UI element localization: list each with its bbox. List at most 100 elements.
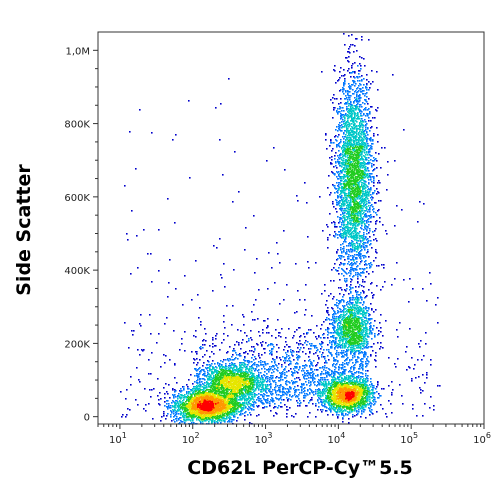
event-dot (237, 369, 239, 371)
event-dot (200, 413, 202, 415)
event-dot (349, 407, 351, 409)
event-dot (352, 329, 354, 331)
event-dot (362, 323, 364, 325)
event-dot (225, 380, 227, 382)
event-dot (204, 400, 206, 402)
event-dot (173, 411, 175, 413)
event-dot (217, 415, 219, 417)
event-dot (339, 158, 341, 160)
event-dot (350, 292, 352, 294)
event-dot (203, 408, 205, 410)
event-dot (244, 372, 246, 374)
event-dot (346, 397, 348, 399)
event-dot (365, 406, 367, 408)
event-dot (207, 408, 209, 410)
event-dot (250, 380, 252, 382)
event-dot (173, 419, 175, 421)
event-dot (369, 162, 371, 164)
event-dot (336, 299, 338, 301)
event-dot (214, 402, 216, 404)
event-dot (220, 416, 222, 418)
event-dot (357, 173, 359, 175)
event-dot (192, 419, 194, 421)
event-dot (351, 139, 353, 141)
event-dot (266, 395, 268, 397)
event-dot (348, 180, 350, 182)
event-dot (217, 397, 219, 399)
event-dot (204, 373, 206, 375)
event-dot (342, 341, 344, 343)
event-dot (236, 367, 238, 369)
event-dot (215, 384, 217, 386)
event-dot (239, 402, 241, 404)
event-dot (347, 393, 349, 395)
event-dot (345, 208, 347, 210)
event-dot (355, 145, 357, 147)
event-dot (363, 339, 365, 341)
event-dot (336, 354, 338, 356)
event-dot (190, 414, 192, 416)
event-dot (350, 326, 352, 328)
event-dot (189, 406, 191, 408)
event-dot (186, 417, 188, 419)
event-dot (217, 416, 219, 418)
event-dot (217, 401, 219, 403)
event-dot (349, 386, 351, 388)
event-dot (204, 414, 206, 416)
event-dot (363, 302, 365, 304)
event-dot (339, 338, 341, 340)
event-dot (359, 236, 361, 238)
event-dot (227, 373, 229, 375)
event-dot (246, 366, 248, 368)
event-dot (338, 346, 340, 348)
event-dot (345, 383, 347, 385)
event-dot (221, 383, 223, 385)
event-dot (340, 154, 342, 156)
event-dot (346, 398, 348, 400)
event-dot (355, 177, 357, 179)
event-dot (243, 383, 245, 385)
event-dot (334, 304, 336, 306)
event-dot (369, 265, 371, 267)
event-dot (191, 406, 193, 408)
event-dot (344, 315, 346, 317)
event-dot (357, 312, 359, 314)
event-dot (175, 412, 177, 414)
event-dot (353, 339, 355, 341)
event-dot (349, 387, 351, 389)
event-dot (209, 400, 211, 402)
event-dot (343, 393, 345, 395)
event-dot (244, 366, 246, 368)
event-dot (369, 319, 371, 321)
event-dot (339, 387, 341, 389)
event-dot (225, 400, 227, 402)
event-dot (208, 376, 210, 378)
event-dot (254, 393, 256, 395)
event-dot (342, 200, 344, 202)
event-dot (207, 410, 209, 412)
event-dot (357, 405, 359, 407)
event-dot (360, 384, 362, 386)
event-dot (346, 408, 348, 410)
event-dot (361, 207, 363, 209)
event-dot (342, 393, 344, 395)
event-dot (350, 376, 352, 378)
event-dot (245, 376, 247, 378)
event-dot (359, 188, 361, 190)
event-dot (363, 221, 365, 223)
event-dot (353, 146, 355, 148)
event-dot (362, 335, 364, 337)
event-dot (308, 402, 310, 404)
event-dot (347, 400, 349, 402)
event-dot (245, 411, 247, 413)
event-dot (353, 178, 355, 180)
event-dot (235, 394, 237, 396)
event-dot (216, 387, 218, 389)
event-dot (334, 316, 336, 318)
event-dot (359, 324, 361, 326)
event-dot (333, 142, 335, 144)
event-dot (362, 312, 364, 314)
event-dot (181, 413, 183, 415)
event-dot (338, 287, 340, 289)
event-dot (362, 191, 364, 193)
